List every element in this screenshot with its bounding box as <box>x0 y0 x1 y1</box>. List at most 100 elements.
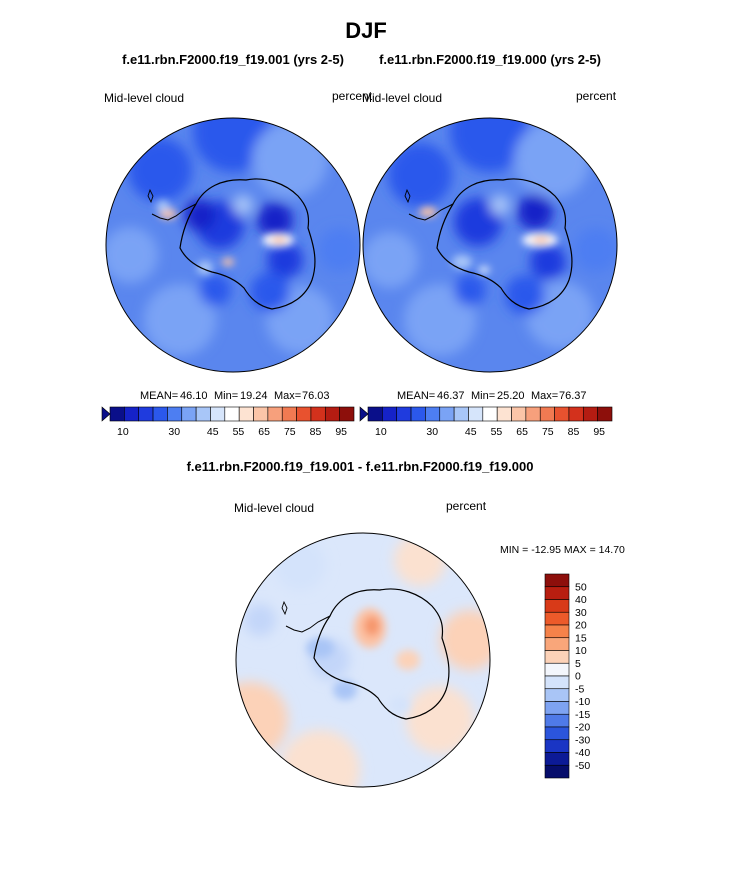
panel-a-colorbar-tick-label: 45 <box>207 426 219 438</box>
panel-b-colorbar-swatch <box>539 406 555 422</box>
panel-c-colorbar-tick-label: 0 <box>575 671 581 683</box>
panel-a-colorbar-tick-label: 10 <box>117 426 129 438</box>
panel-b-units-label: percent <box>576 89 617 103</box>
panel-a-coastline <box>179 178 316 310</box>
panel-b-colorbar-swatch <box>496 406 512 422</box>
panel-c-colorbar-swatch <box>544 726 570 741</box>
panel-b-max-value: 76.37 <box>559 390 587 402</box>
panel-c-colorbar-tick-label: -30 <box>575 734 590 746</box>
figure-title: DJF <box>345 18 387 43</box>
panel-c-coastline <box>313 588 450 720</box>
panel-a-colorbar-swatch <box>167 406 183 422</box>
panel-c-colorbar-swatch <box>544 713 570 728</box>
panel-c-colorbar-swatch <box>544 675 570 690</box>
panel-b-coastline <box>436 178 573 310</box>
panel-a-colorbar-tick-label: 85 <box>310 426 322 438</box>
panel-c-colorbar-swatch <box>544 624 570 639</box>
panel-b-mean-label: MEAN= <box>397 390 435 402</box>
panel-b-colorbar-swatch <box>511 406 527 422</box>
panel-a-colorbar-swatch <box>124 406 140 422</box>
panel-b-colorbar-tick-label: 45 <box>465 426 477 438</box>
panel-a-colorbar-swatch <box>224 406 240 422</box>
panel-a-colorbar: 10 30 45 55 65 75 85 95 <box>101 406 355 438</box>
panel-a-colorbar-swatch <box>138 406 154 422</box>
panel-b-colorbar-tick-label: 85 <box>568 426 580 438</box>
panel-c-subtitle: f.e11.rbn.F2000.f19_f19.001 - f.e11.rbn.… <box>187 459 534 474</box>
panel-c-colorbar-swatch <box>544 752 570 766</box>
panel-a-colorbar-swatch <box>253 406 269 422</box>
panel-a-colorbar-swatch <box>324 406 340 422</box>
panel-c-colorbar-tick-label: 30 <box>575 607 587 619</box>
panel-a-colorbar-low-arrow <box>101 406 111 422</box>
panel-a-max-label: Max= <box>274 390 301 402</box>
panel-a-mean-label: MEAN= <box>140 390 178 402</box>
panel-c-colorbar-swatch <box>544 701 570 715</box>
panel-b-colorbar-swatch <box>568 406 584 422</box>
panel-a-min-label: Min= <box>214 390 238 402</box>
panel-b-mean-value: 46.37 <box>437 390 465 402</box>
panel-b-colorbar-swatch <box>597 406 613 422</box>
panel-b-colorbar-tick-label: 10 <box>375 426 387 438</box>
panel-c-min-max: MIN = -12.95 MAX = 14.70 <box>500 544 625 556</box>
panel-c-variable-label: Mid-level cloud <box>234 501 314 515</box>
panel-a-colorbar-swatch <box>238 406 254 422</box>
panel-a-colorbar-swatch <box>210 406 226 422</box>
panel-b-colorbar-swatch <box>554 406 570 422</box>
panel-b-colorbar-tick-label: 75 <box>542 426 554 438</box>
panel-b-colorbar-swatch <box>410 406 426 422</box>
panel-b-stats: MEAN= 46.37 Min= 25.20 Max= 76.37 <box>397 390 587 402</box>
panel-a-mean-value: 46.10 <box>180 390 208 402</box>
panel-a-colorbar-swatch <box>152 406 168 422</box>
panel-a-variable-label: Mid-level cloud <box>104 91 184 105</box>
panel-a-colorbar-swatch <box>267 406 283 422</box>
panel-b-colorbar-tick-label: 65 <box>516 426 528 438</box>
panel-c-units-label: percent <box>446 499 487 513</box>
panel-a-polar-map <box>105 117 361 373</box>
panel-c-colorbar-swatch <box>544 611 570 626</box>
panel-c-colorbar-tick-label: 50 <box>575 581 587 593</box>
panel-b-polar-map <box>362 117 618 373</box>
panel-c-colorbar-tick-label: -15 <box>575 709 590 721</box>
panel-b-colorbar-tick-label: 55 <box>491 426 503 438</box>
panel-b-colorbar-low-arrow <box>359 406 369 422</box>
panel-a-units-label: percent <box>332 89 373 103</box>
panel-c-colorbar-swatch <box>544 637 570 651</box>
panel-a-max-value: 76.03 <box>302 390 330 402</box>
panel-a-colorbar-swatch <box>195 406 211 422</box>
panel-a-colorbar-tick-label: 95 <box>335 426 347 438</box>
panel-b-colorbar-swatch <box>468 406 484 422</box>
panel-a-colorbar-tick-label: 65 <box>258 426 270 438</box>
panel-a-colorbar-swatch <box>296 406 312 422</box>
panel-b-colorbar-swatch <box>382 406 398 422</box>
panel-a-colorbar-swatch <box>281 406 297 422</box>
panel-c-colorbar-tick-label: -20 <box>575 722 590 734</box>
panel-a-colorbar-swatch <box>109 406 125 422</box>
panel-c-colorbar-tick-label: -50 <box>575 760 590 772</box>
panel-a-colorbar-swatch <box>339 406 355 422</box>
panel-a-colorbar-swatch <box>181 406 197 422</box>
panel-c-colorbar-tick-label: 15 <box>575 632 587 644</box>
panel-b-colorbar-swatch <box>525 406 541 422</box>
panel-b-min-label: Min= <box>471 390 495 402</box>
panel-b-colorbar-tick-label: 30 <box>426 426 438 438</box>
panel-a-stats: MEAN= 46.10 Min= 19.24 Max= 76.03 <box>140 390 330 402</box>
panel-b-colorbar: 10 30 45 55 65 75 85 95 <box>359 406 613 438</box>
panel-c-colorbar-tick-label: 5 <box>575 658 581 670</box>
panel-c-colorbar-swatch <box>544 688 570 702</box>
panel-b-colorbar-swatch <box>439 406 455 422</box>
panel-a-colorbar-tick-label: 30 <box>168 426 180 438</box>
panel-a-subtitle: f.e11.rbn.F2000.f19_f19.001 (yrs 2-5) <box>122 52 344 67</box>
panel-b-variable-label: Mid-level cloud <box>362 91 442 105</box>
panel-c-colorbar-tick-label: -5 <box>575 683 584 695</box>
panel-b-colorbar-swatch <box>367 406 383 422</box>
panel-b-colorbar-swatch <box>482 406 498 422</box>
panel-c-colorbar-swatch <box>544 739 570 753</box>
panel-c-colorbar-swatch <box>544 573 570 588</box>
panel-c-colorbar-swatch <box>544 662 570 677</box>
panel-a-colorbar-tick-label: 75 <box>284 426 296 438</box>
panel-c-colorbar-swatch <box>544 586 570 600</box>
panel-b-colorbar-swatch <box>582 406 598 422</box>
panel-b-colorbar-swatch <box>425 406 441 422</box>
panel-c-colorbar-tick-label: 10 <box>575 645 587 657</box>
